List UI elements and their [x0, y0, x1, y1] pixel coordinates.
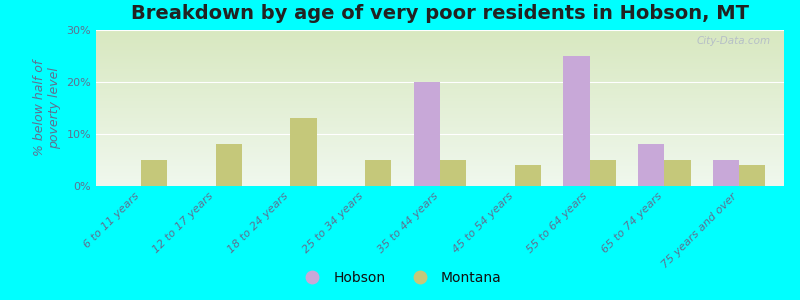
Bar [141, 160, 167, 186]
Legend: Hobson, Montana: Hobson, Montana [293, 265, 507, 290]
Text: City-Data.com: City-Data.com [696, 36, 770, 46]
Bar [440, 160, 466, 186]
Title: Breakdown by age of very poor residents in Hobson, MT: Breakdown by age of very poor residents … [131, 4, 749, 23]
Bar [414, 82, 440, 186]
Bar [563, 56, 590, 186]
Bar [590, 160, 616, 186]
Bar [366, 160, 391, 186]
Bar [638, 144, 664, 186]
Bar [216, 144, 242, 186]
Bar [739, 165, 766, 186]
Bar [514, 165, 541, 186]
Bar [290, 118, 317, 186]
Bar [664, 160, 690, 186]
Bar [713, 160, 739, 186]
Y-axis label: % below half of
poverty level: % below half of poverty level [33, 60, 61, 156]
